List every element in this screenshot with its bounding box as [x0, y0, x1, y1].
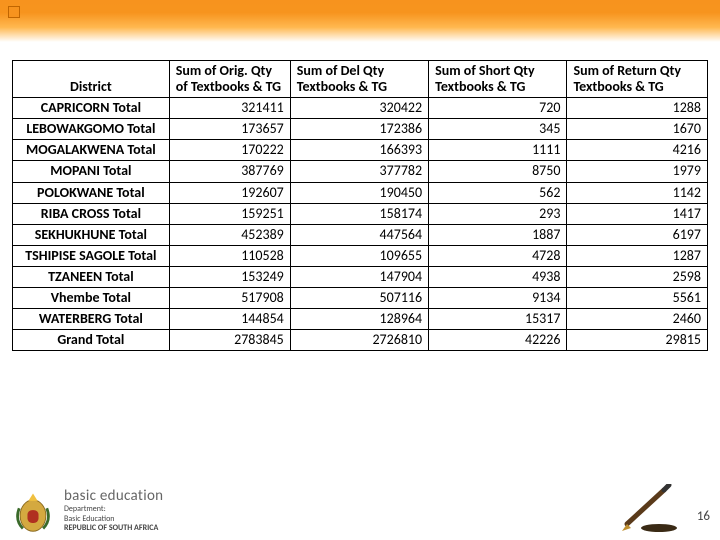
col-del-qty: Sum of Del Qty Textbooks & TG	[290, 61, 428, 98]
footer-right: 16	[619, 484, 710, 534]
page-number: 16	[697, 509, 710, 524]
row-label: LEBOWAKGOMO Total	[13, 119, 170, 140]
cell: 293	[429, 203, 567, 224]
cell: 1111	[429, 140, 567, 161]
col-orig-qty: Sum of Orig. Qty of Textbooks & TG	[169, 61, 290, 98]
col-district: District	[13, 61, 170, 98]
col-short-qty: Sum of Short Qty Textbooks & TG	[429, 61, 567, 98]
cell: 2783845	[169, 330, 290, 351]
cell: 190450	[290, 182, 428, 203]
row-label: CAPRICORN Total	[13, 98, 170, 119]
cell: 158174	[290, 203, 428, 224]
row-label: POLOKWANE Total	[13, 182, 170, 203]
cell: 2598	[567, 266, 708, 287]
cell: 15317	[429, 309, 567, 330]
cell: 387769	[169, 161, 290, 182]
row-label: SEKHUKHUNE Total	[13, 224, 170, 245]
cell: 9134	[429, 288, 567, 309]
dept-text: basic education Department: Basic Educat…	[64, 487, 163, 534]
cell: 144854	[169, 309, 290, 330]
cell: 321411	[169, 98, 290, 119]
table-header-row: District Sum of Orig. Qty of Textbooks &…	[13, 61, 708, 98]
row-label: WATERBERG Total	[13, 309, 170, 330]
cell: 147904	[290, 266, 428, 287]
row-label: RIBA CROSS Total	[13, 203, 170, 224]
cell: 166393	[290, 140, 428, 161]
header-accent-bar	[0, 0, 720, 42]
table-row: WATERBERG Total144854128964153172460	[13, 309, 708, 330]
cell: 159251	[169, 203, 290, 224]
cell: 4938	[429, 266, 567, 287]
table-row: CAPRICORN Total3214113204227201288	[13, 98, 708, 119]
cell: 1288	[567, 98, 708, 119]
dept-logo-block: basic education Department: Basic Educat…	[10, 487, 163, 534]
cell: 447564	[290, 224, 428, 245]
cell: 6197	[567, 224, 708, 245]
cell: 507116	[290, 288, 428, 309]
footer: basic education Department: Basic Educat…	[10, 484, 710, 534]
table-row: Vhembe Total51790850711691345561	[13, 288, 708, 309]
table-row: MOGALAKWENA Total17022216639311114216	[13, 140, 708, 161]
cell: 8750	[429, 161, 567, 182]
cell: 153249	[169, 266, 290, 287]
dept-line3: REPUBLIC OF SOUTH AFRICA	[64, 524, 163, 534]
row-label: Vhembe Total	[13, 288, 170, 309]
table-row: POLOKWANE Total1926071904505621142	[13, 182, 708, 203]
cell: 5561	[567, 288, 708, 309]
district-table: District Sum of Orig. Qty of Textbooks &…	[12, 60, 708, 351]
table-row: LEBOWAKGOMO Total1736571723863451670	[13, 119, 708, 140]
cell: 172386	[290, 119, 428, 140]
cell: 1670	[567, 119, 708, 140]
col-return-qty: Sum of Return Qty Textbooks & TG	[567, 61, 708, 98]
pen-icon	[619, 484, 679, 534]
row-label: MOGALAKWENA Total	[13, 140, 170, 161]
row-label: MOPANI Total	[13, 161, 170, 182]
cell: 2460	[567, 309, 708, 330]
cell: 1979	[567, 161, 708, 182]
row-label: Grand Total	[13, 330, 170, 351]
row-label: TSHIPISE SAGOLE Total	[13, 245, 170, 266]
coat-of-arms-icon	[10, 488, 56, 534]
cell: 452389	[169, 224, 290, 245]
table-row: RIBA CROSS Total1592511581742931417	[13, 203, 708, 224]
cell: 170222	[169, 140, 290, 161]
table-row: TZANEEN Total15324914790449382598	[13, 266, 708, 287]
cell: 173657	[169, 119, 290, 140]
cell: 377782	[290, 161, 428, 182]
cell: 517908	[169, 288, 290, 309]
cell: 128964	[290, 309, 428, 330]
cell: 1287	[567, 245, 708, 266]
cell: 345	[429, 119, 567, 140]
cell: 720	[429, 98, 567, 119]
cell: 4728	[429, 245, 567, 266]
cell: 109655	[290, 245, 428, 266]
data-table-container: District Sum of Orig. Qty of Textbooks &…	[12, 60, 708, 351]
table-row: MOPANI Total38776937778287501979	[13, 161, 708, 182]
cell: 1142	[567, 182, 708, 203]
cell: 4216	[567, 140, 708, 161]
cell: 320422	[290, 98, 428, 119]
table-row: Grand Total278384527268104222629815	[13, 330, 708, 351]
table-row: SEKHUKHUNE Total45238944756418876197	[13, 224, 708, 245]
cell: 29815	[567, 330, 708, 351]
cell: 42226	[429, 330, 567, 351]
table-row: TSHIPISE SAGOLE Total1105281096554728128…	[13, 245, 708, 266]
cell: 192607	[169, 182, 290, 203]
row-label: TZANEEN Total	[13, 266, 170, 287]
cell: 562	[429, 182, 567, 203]
cell: 110528	[169, 245, 290, 266]
cell: 2726810	[290, 330, 428, 351]
cell: 1887	[429, 224, 567, 245]
table-body: CAPRICORN Total3214113204227201288 LEBOW…	[13, 98, 708, 351]
cell: 1417	[567, 203, 708, 224]
dept-basic: basic education	[64, 487, 163, 505]
